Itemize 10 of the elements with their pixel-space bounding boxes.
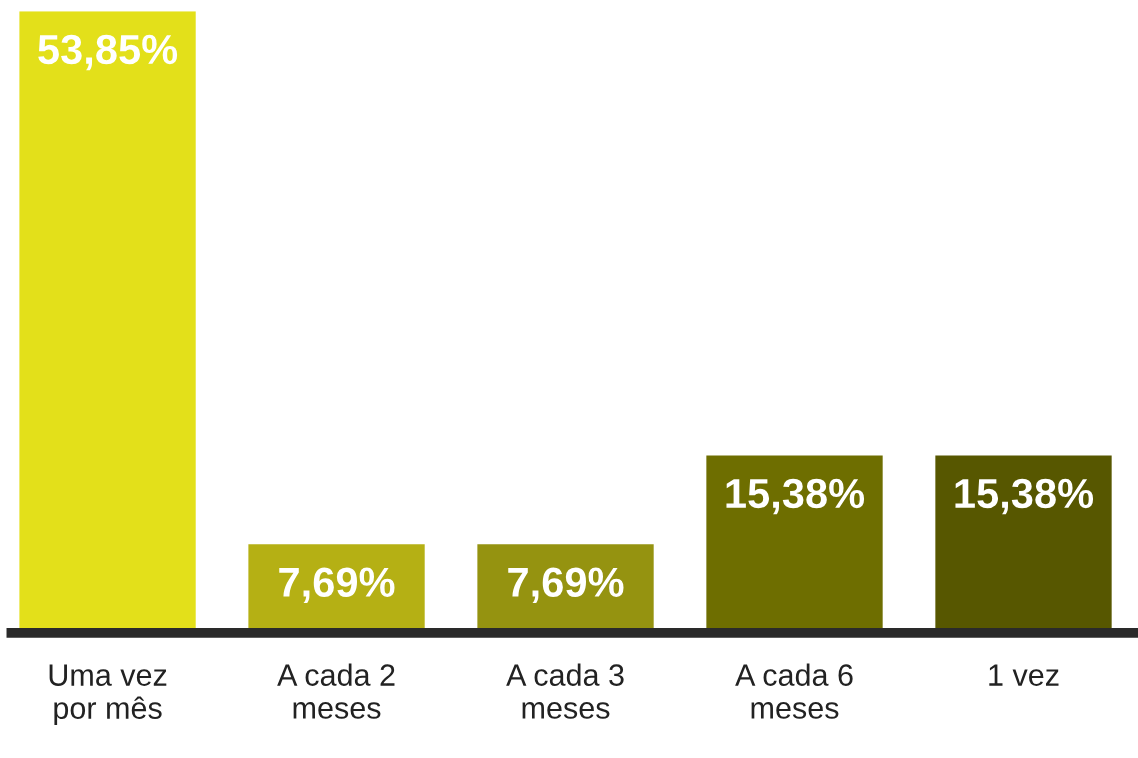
x-tick-label: A cada 6 meses bbox=[735, 663, 853, 719]
data-label: 7,69% bbox=[508, 567, 624, 604]
data-label: 15,38% bbox=[955, 478, 1094, 515]
data-label: 53,85% bbox=[38, 34, 178, 71]
x-tick-label: 1 vez bbox=[989, 664, 1059, 686]
x-tick-label: A cada 2 meses bbox=[277, 663, 395, 719]
x-tick-label: Uma vez por mês bbox=[49, 664, 167, 725]
x-tick-label: A cada 3 meses bbox=[506, 663, 624, 719]
data-label: 7,69% bbox=[279, 567, 395, 604]
data-label: 15,38% bbox=[726, 478, 865, 515]
